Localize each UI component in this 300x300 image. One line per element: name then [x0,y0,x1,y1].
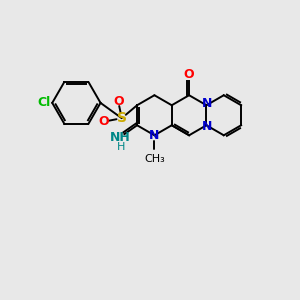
Text: O: O [98,115,109,128]
Text: H: H [117,142,126,152]
Text: NH: NH [110,131,130,144]
Text: S: S [117,111,127,125]
Text: O: O [113,94,124,108]
Text: O: O [184,68,194,81]
Text: N: N [202,120,212,133]
Text: CH₃: CH₃ [144,154,165,164]
Text: N: N [149,129,160,142]
Text: Cl: Cl [38,96,51,110]
Text: N: N [202,97,212,110]
